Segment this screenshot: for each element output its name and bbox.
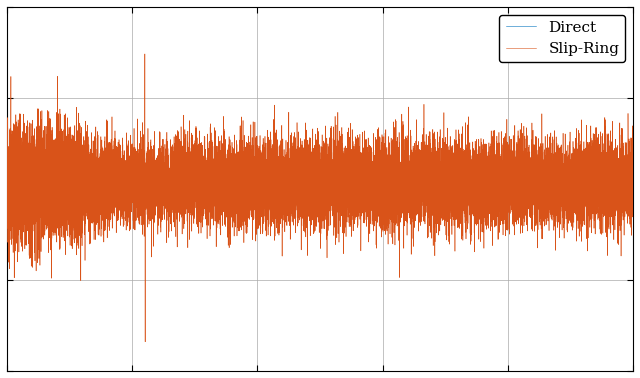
Direct (300, 182, 307, 186)
Direct (3, 178, 11, 183)
Slip-Ring (405, 160, 413, 164)
Slip-Ring (382, 151, 390, 156)
Slip-Ring (3, 170, 11, 175)
Legend: Direct, Slip-Ring: Direct, Slip-Ring (499, 15, 625, 62)
Direct (629, 189, 637, 193)
Line: Direct: Direct (7, 162, 633, 201)
Slip-Ring (629, 174, 637, 178)
Direct (499, 160, 507, 164)
Direct (159, 178, 167, 183)
Line: Slip-Ring: Slip-Ring (7, 54, 633, 342)
Slip-Ring (159, 143, 167, 148)
Slip-Ring (589, 186, 596, 191)
Slip-Ring (141, 52, 148, 56)
Direct (309, 199, 317, 204)
Direct (589, 175, 596, 179)
Slip-Ring (141, 339, 148, 344)
Direct (382, 175, 390, 179)
Direct (405, 179, 413, 184)
Slip-Ring (451, 217, 459, 222)
Slip-Ring (300, 146, 307, 150)
Direct (451, 183, 459, 187)
